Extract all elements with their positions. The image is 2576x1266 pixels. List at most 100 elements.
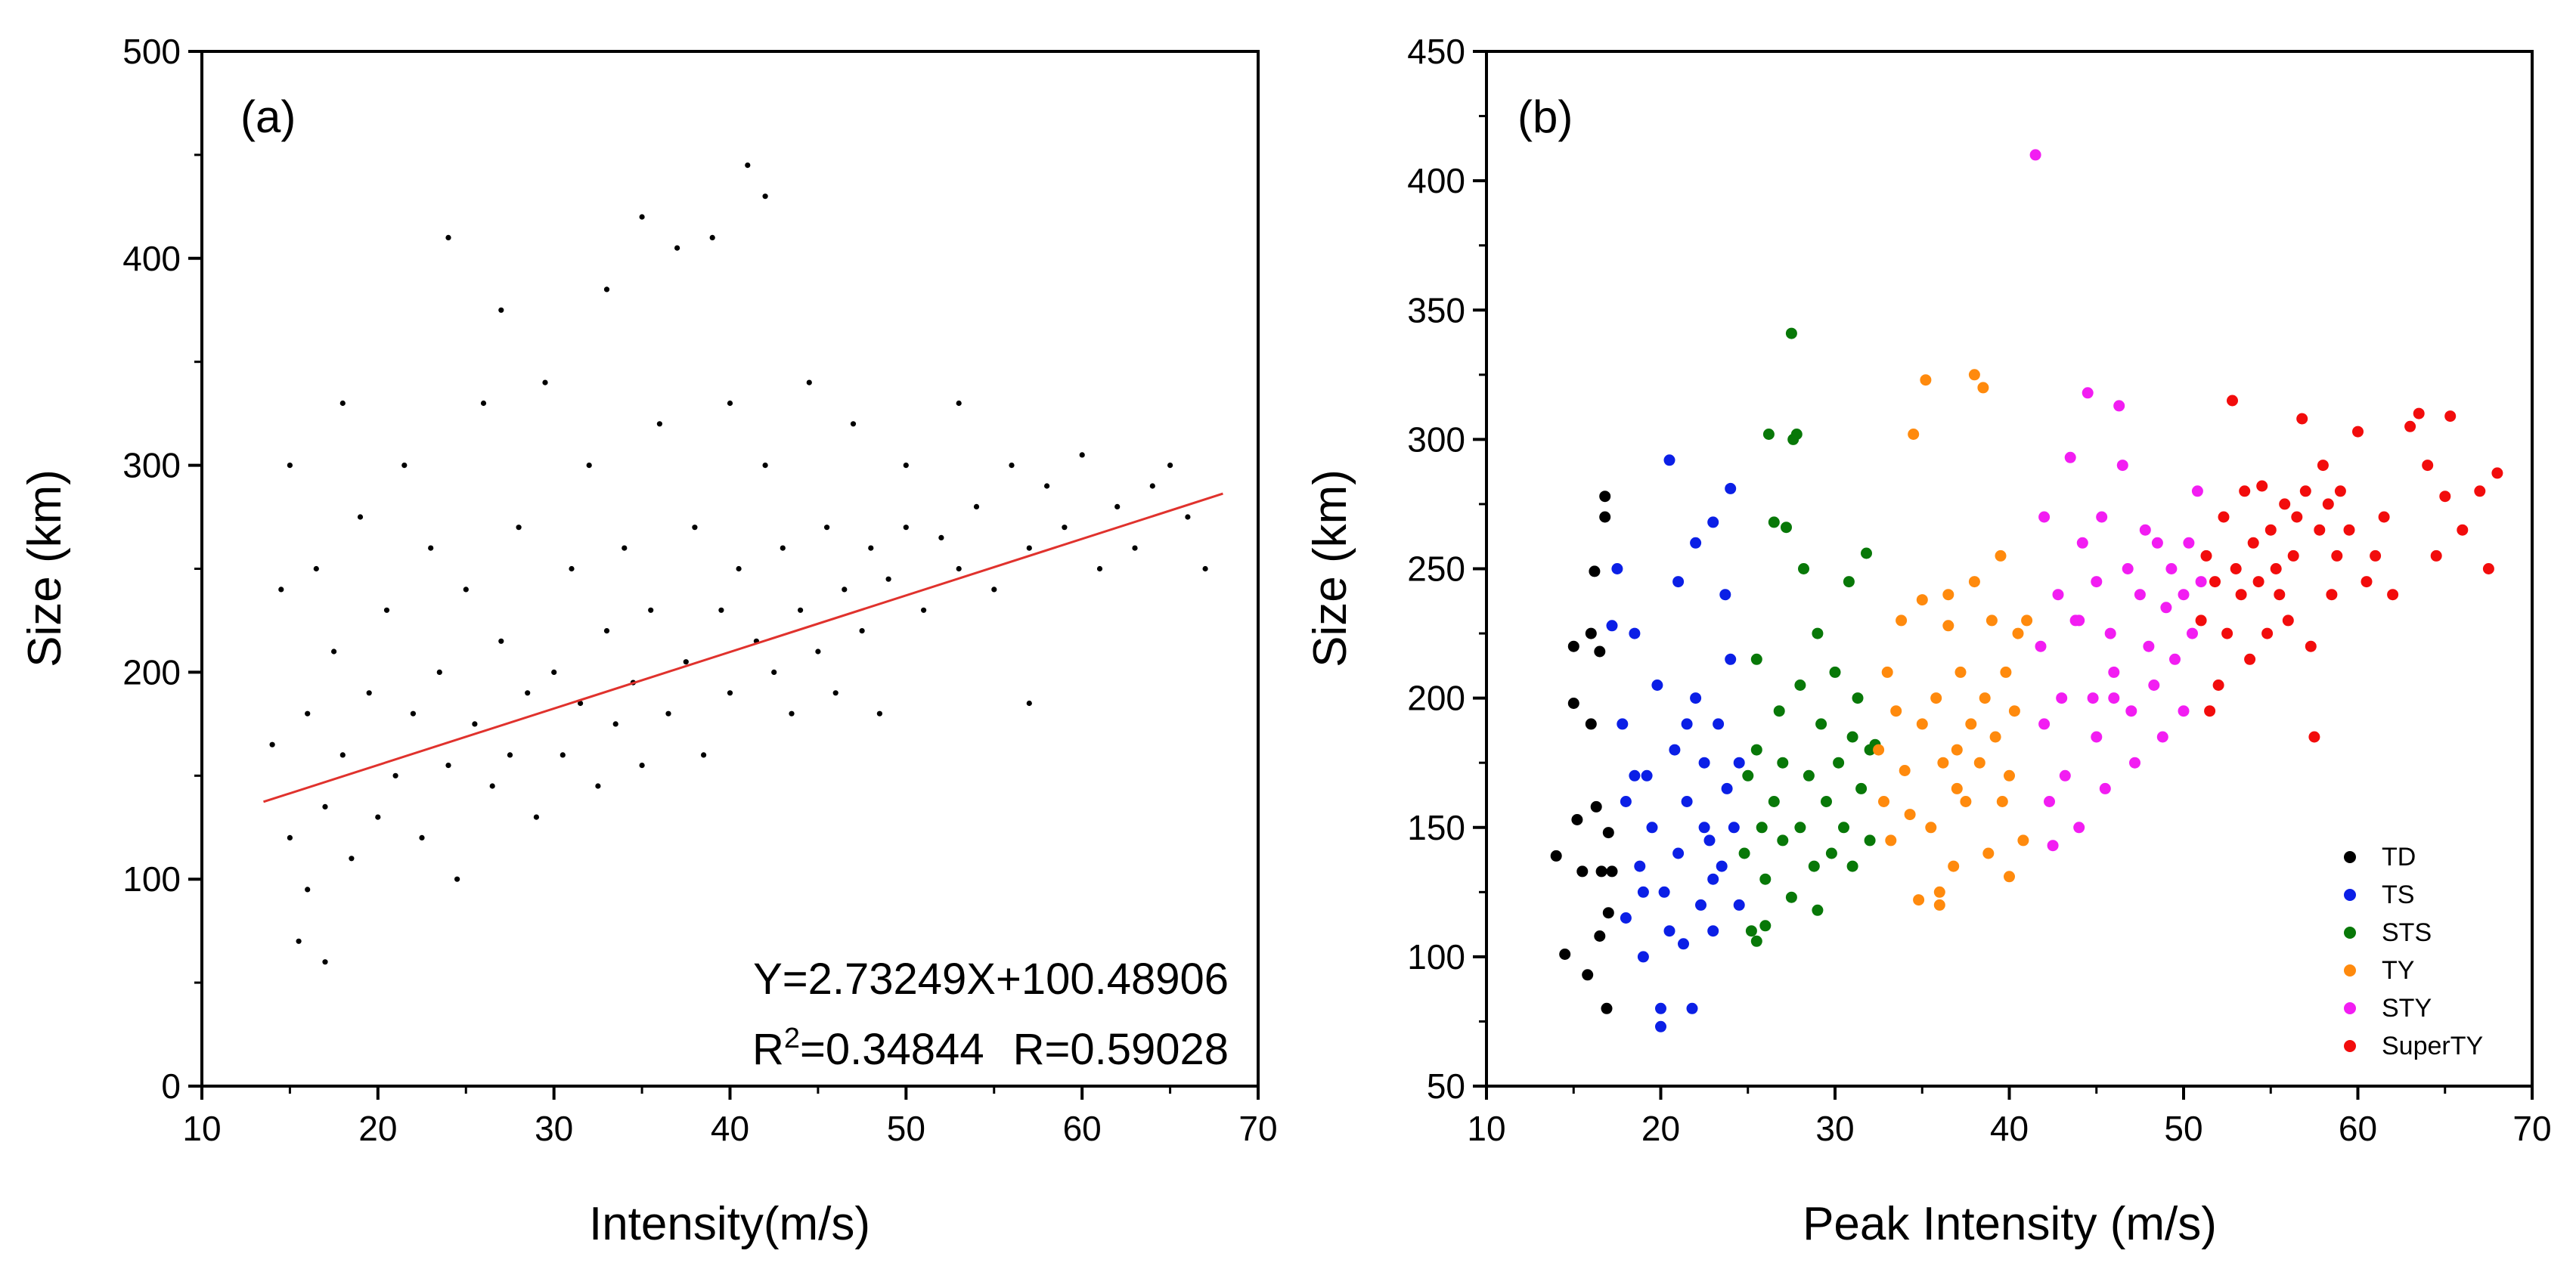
data-point xyxy=(1595,865,1607,878)
data-point xyxy=(1996,796,2008,807)
data-point xyxy=(1756,822,1768,834)
data-point xyxy=(2326,589,2338,601)
data-point xyxy=(498,307,504,313)
data-point xyxy=(1951,782,1963,794)
data-point xyxy=(1114,503,1121,510)
data-point xyxy=(842,587,848,593)
data-point xyxy=(2387,589,2399,601)
data-point xyxy=(1601,1002,1613,1014)
data-point xyxy=(1861,547,1872,559)
data-point xyxy=(1899,765,1911,776)
data-point xyxy=(2287,549,2299,562)
data-point xyxy=(1733,757,1745,769)
data-point xyxy=(322,959,328,965)
data-point xyxy=(2004,769,2015,782)
y-tick-label: 350 xyxy=(1407,290,1465,330)
data-point xyxy=(2008,705,2020,717)
data-point xyxy=(2178,705,2190,717)
data-point xyxy=(1989,731,2001,743)
data-point xyxy=(401,463,408,469)
data-point xyxy=(2314,524,2326,536)
data-point xyxy=(366,690,372,696)
r2-value: =0.34844 xyxy=(800,1025,984,1074)
data-point xyxy=(1637,886,1649,898)
data-point xyxy=(2047,840,2059,852)
x-tick-label: 10 xyxy=(1467,1109,1505,1148)
data-point xyxy=(2204,705,2216,717)
data-point xyxy=(410,710,417,717)
x-tick-label: 10 xyxy=(182,1109,221,1148)
r-value: R=0.59028 xyxy=(1013,1025,1229,1074)
y-tick-label: 150 xyxy=(1407,808,1465,847)
x-axis-title-b: Peak Intensity (m/s) xyxy=(1803,1198,2217,1250)
data-point xyxy=(2244,653,2256,665)
data-point xyxy=(1681,718,1693,730)
data-point xyxy=(1920,374,1932,386)
x-tick-label: 30 xyxy=(535,1109,573,1148)
data-point xyxy=(1812,627,1824,639)
r2-superscript: 2 xyxy=(784,1023,800,1054)
data-point xyxy=(1933,886,1945,898)
data-point xyxy=(2361,576,2373,588)
data-point xyxy=(683,659,689,665)
data-point xyxy=(2122,563,2134,574)
data-point xyxy=(1777,834,1789,847)
data-point xyxy=(1602,827,1614,839)
x-tick-label: 50 xyxy=(2164,1109,2202,1148)
data-point xyxy=(2264,524,2277,536)
data-point xyxy=(956,565,962,572)
data-point xyxy=(1629,627,1641,639)
data-point xyxy=(287,834,293,840)
data-point xyxy=(287,463,293,469)
data-point xyxy=(762,193,768,200)
data-point xyxy=(1606,865,1618,878)
data-point xyxy=(480,400,487,407)
data-point xyxy=(1979,692,1991,704)
data-point xyxy=(445,763,451,769)
data-point xyxy=(1790,429,1803,440)
data-point xyxy=(383,607,390,613)
data-point xyxy=(2129,757,2140,769)
data-point xyxy=(1954,666,1967,678)
data-point xyxy=(1167,463,1173,469)
data-point xyxy=(1594,930,1606,942)
data-point xyxy=(1768,516,1780,528)
data-point xyxy=(1728,822,1740,834)
data-point xyxy=(1663,925,1675,937)
data-point xyxy=(1995,549,2007,562)
data-point xyxy=(885,576,891,582)
r2-label: R xyxy=(752,1025,784,1074)
data-point xyxy=(507,752,513,758)
y-tick-label: 450 xyxy=(1407,32,1465,71)
data-point xyxy=(1803,769,1815,782)
legend-marker xyxy=(2344,1040,2356,1052)
data-point xyxy=(1602,907,1614,919)
data-point xyxy=(1026,545,1032,551)
data-point xyxy=(991,587,997,593)
data-point xyxy=(1707,925,1719,937)
data-point xyxy=(2017,834,2029,847)
data-point xyxy=(639,763,645,769)
data-point xyxy=(973,503,980,510)
data-point xyxy=(1663,454,1675,466)
data-point xyxy=(1798,563,1809,574)
data-point xyxy=(2221,627,2233,639)
data-point xyxy=(349,856,355,862)
data-point xyxy=(1738,847,1750,859)
data-point xyxy=(648,607,654,613)
data-point xyxy=(2444,410,2457,423)
data-point xyxy=(1641,769,1653,782)
data-point xyxy=(2076,537,2088,549)
data-point xyxy=(1185,514,1191,520)
data-point xyxy=(1890,705,1902,717)
x-tick-label: 40 xyxy=(711,1109,749,1148)
data-point xyxy=(1794,679,1806,691)
data-point xyxy=(1773,705,1785,717)
data-point xyxy=(1629,769,1641,782)
data-point xyxy=(1781,522,1792,534)
data-point xyxy=(771,669,777,676)
data-point xyxy=(2021,614,2033,627)
data-point xyxy=(2160,602,2172,614)
data-point xyxy=(1855,782,1868,794)
data-point xyxy=(2029,149,2041,161)
